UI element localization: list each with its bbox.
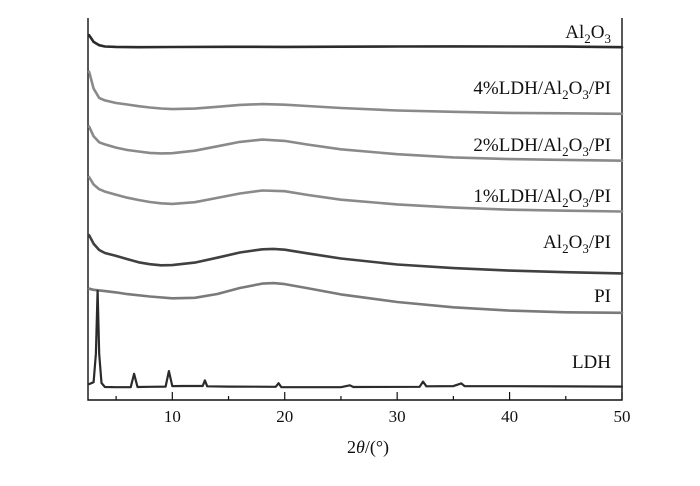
x-tick-label-20: 20 [276,407,293,426]
series-line-al2o3-pi [87,233,624,275]
series-label-4-ldh-al2o3-pi: 4%LDH/Al2O3/PI [473,78,611,102]
series-label-al2o3: Al2O3 [565,22,611,46]
x-tick-label-30: 30 [389,407,406,426]
series-line-1-ldh-al2o3-pi [87,175,624,213]
series-label-2-ldh-al2o3-pi: 2%LDH/Al2O3/PI [473,135,611,159]
series-label-ldh: LDH [572,352,611,373]
x-tick-label-40: 40 [501,407,518,426]
series-line-ldh [88,289,624,389]
x-tick-label-10: 10 [164,407,181,426]
x-axis-label: 2θ/(°) [347,437,389,458]
series-curves [87,33,624,389]
series-label-al2o3-pi: Al2O3/PI [543,232,611,256]
series-label-1-ldh-al2o3-pi: 1%LDH/Al2O3/PI [473,186,611,210]
series-labels: Al2O3 4%LDH/Al2O3/PI 2%LDH/Al2O3/PI 1%LDH/A… [473,22,611,373]
series-line-al2o3 [87,33,624,49]
series-label-pi: PI [594,286,611,307]
x-tick-label-50: 50 [614,407,631,426]
series-line-4-ldh-al2o3-pi [87,70,624,116]
plot-frame [87,18,623,401]
series-line-pi [87,281,624,315]
axis-lines [87,18,623,401]
series-line-2-ldh-al2o3-pi [87,125,624,162]
x-axis-ticks: 10 20 30 40 50 [115,392,631,426]
